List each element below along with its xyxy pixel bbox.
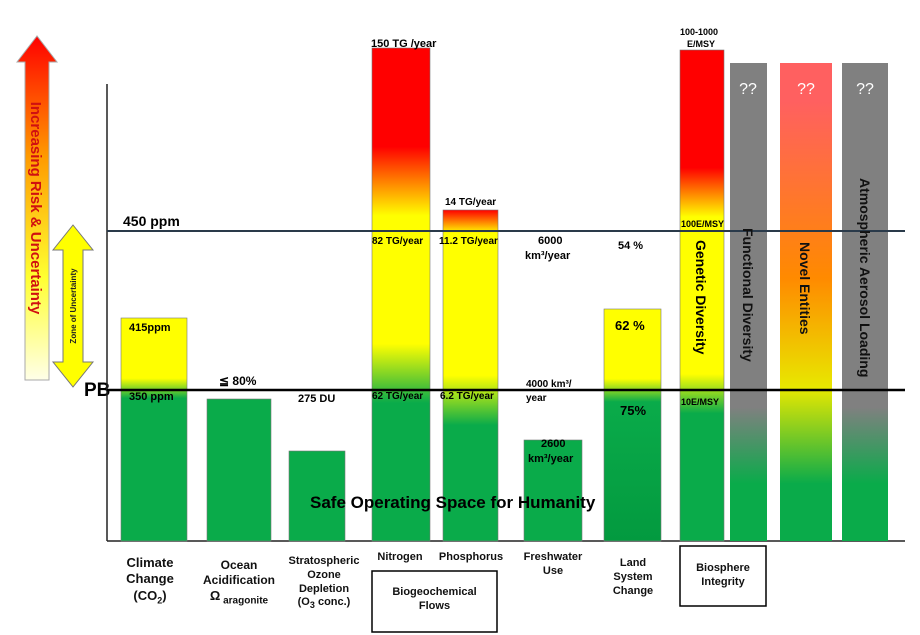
- biogeochemical-flows-box: [371, 570, 498, 633]
- category-land-system-change: Land System Change: [612, 557, 654, 597]
- category-ocean-acidification: Ocean Acidification Ω aragonite: [202, 558, 275, 607]
- phosphorus-label-14: 14 TG/year: [445, 197, 496, 208]
- safe-operating-space-label: Safe Operating Space for Humanity: [310, 493, 596, 512]
- ocean-label-80: ≦ 80%: [219, 374, 257, 388]
- land-label-75: 75%: [620, 403, 646, 418]
- bar-functional-diversity: [730, 63, 767, 541]
- phosphorus-label-11: 11.2 TG/year: [439, 236, 498, 247]
- novel-entities-vertical-label: Novel Entities: [797, 242, 813, 335]
- risk-arrow: [15, 35, 59, 381]
- genetic-diversity-vertical-label: Genetic Diversity: [693, 240, 709, 355]
- land-label-54: 54 %: [618, 240, 643, 252]
- nitrogen-label-62: 62 TG/year: [372, 391, 423, 402]
- climate-label-350: 350 ppm: [129, 391, 174, 403]
- bar-phosphorus: [442, 209, 499, 542]
- freshwater-label-2600-unit: km³/year: [528, 453, 574, 465]
- bar-nitrogen: [371, 47, 431, 542]
- bar-land-system-change: [603, 308, 662, 542]
- genetic-label-emsy: E/MSY: [687, 39, 715, 49]
- aerosol-question-marks: ??: [856, 81, 874, 98]
- ozone-label-275: 275 DU: [298, 393, 335, 405]
- bar-freshwater-use: [523, 439, 583, 542]
- genetic-label-100-1000: 100-1000: [680, 27, 718, 37]
- freshwater-label-4000-unit: year: [526, 393, 547, 404]
- bar-climate-change: [120, 317, 188, 542]
- freshwater-label-6000: 6000: [538, 235, 562, 247]
- functional-question-marks: ??: [739, 81, 757, 98]
- functional-diversity-vertical-label: Functional Diversity: [740, 228, 756, 362]
- zone-of-uncertainty-arrow: [51, 224, 95, 388]
- category-freshwater-use: Freshwater Use: [523, 551, 583, 577]
- risk-axis-label: Increasing Risk & Uncertainty: [27, 102, 44, 315]
- genetic-label-10emsy: 10E/MSY: [681, 397, 719, 407]
- novel-question-marks: ??: [797, 81, 815, 98]
- land-label-62: 62 %: [615, 318, 645, 333]
- pb-label: PB: [84, 380, 110, 401]
- phosphorus-label-6: 6.2 TG/year: [440, 391, 494, 402]
- biosphere-integrity-box: [679, 545, 767, 607]
- bar-genetic-diversity: [679, 49, 725, 542]
- category-nitrogen: Nitrogen: [377, 551, 423, 563]
- bar-aerosol-loading: [842, 63, 888, 541]
- climate-label-415: 415ppm: [129, 322, 171, 334]
- bar-novel-entities: [780, 63, 832, 541]
- category-phosphorus: Phosphorus: [438, 551, 504, 563]
- nitrogen-label-150: 150 TG /year: [371, 38, 437, 50]
- bar-ozone-depletion: [288, 450, 346, 542]
- label-450-ppm: 450 ppm: [123, 213, 180, 229]
- category-biosphere-integrity: Biosphere Integrity: [696, 562, 750, 588]
- category-biogeochemical-flows: Biogeochemical Flows: [392, 586, 477, 612]
- bar-ocean-acidification: [206, 398, 272, 542]
- category-climate-change: Climate Change (CO2): [126, 555, 174, 606]
- freshwater-label-6000-unit: km³/year: [525, 250, 571, 262]
- nitrogen-label-82: 82 TG/year: [372, 236, 423, 247]
- freshwater-label-2600: 2600: [541, 438, 565, 450]
- genetic-label-100emsy: 100E/MSY: [681, 219, 724, 229]
- zone-of-uncertainty-label: Zone of Uncertainty: [69, 268, 78, 344]
- category-ozone-depletion: Stratospheric Ozone Depletion (O3 conc.): [288, 555, 360, 611]
- freshwater-label-4000: 4000 km³/: [526, 379, 572, 390]
- aerosol-loading-vertical-label: Atmospheric Aerosol Loading: [857, 178, 873, 377]
